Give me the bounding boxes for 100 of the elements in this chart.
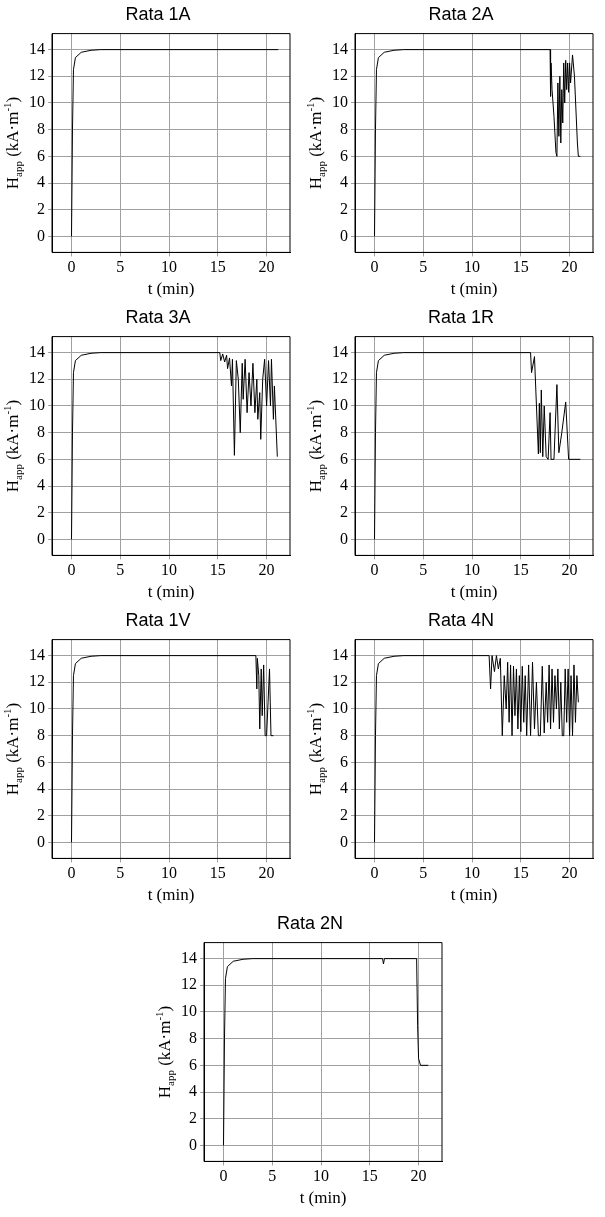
x-tick-label: 10 [464, 864, 481, 882]
y-tick-label: 4 [37, 476, 45, 494]
y-tick-label: 14 [332, 342, 348, 360]
y-axis-title: Happ (kA·m-1) [1, 399, 24, 493]
x-tick-label: 20 [561, 258, 578, 276]
y-tick-label: 6 [189, 1055, 197, 1073]
x-tick-label: 0 [370, 258, 379, 276]
y-tick-label: 0 [340, 529, 348, 547]
x-tick-label: 5 [116, 258, 125, 276]
y-tick-label: 2 [37, 502, 45, 520]
x-tick-label: 0 [370, 864, 379, 882]
y-tick-label: 0 [37, 226, 45, 244]
y-tick-label: 6 [340, 146, 348, 164]
y-axis-title: Happ (kA·m-1) [304, 96, 327, 190]
y-axis-title: Happ (kA·m-1) [1, 702, 24, 796]
y-tick-label: 14 [332, 645, 348, 663]
y-tick-label: 4 [340, 476, 348, 494]
chart-title: Rata 4N [427, 609, 495, 630]
chart-title: Rata 1V [125, 609, 191, 630]
x-tick-label: 15 [209, 258, 226, 276]
y-tick-label: 6 [340, 449, 348, 467]
y-axis-title: Happ (kA·m-1) [153, 1005, 176, 1099]
y-tick-label: 2 [189, 1108, 197, 1126]
x-tick-label: 5 [268, 1167, 277, 1185]
y-tick-label: 6 [37, 449, 45, 467]
y-tick-label: 10 [29, 699, 45, 717]
x-tick-label: 20 [258, 258, 275, 276]
y-axis-title: Happ (kA·m-1) [1, 96, 24, 190]
x-tick-label: 15 [512, 258, 529, 276]
x-tick-label: 15 [512, 864, 529, 882]
x-tick-label: 10 [161, 864, 178, 882]
y-axis-title: Happ (kA·m-1) [304, 702, 327, 796]
y-tick-label: 4 [37, 779, 45, 797]
y-tick-label: 10 [29, 396, 45, 414]
x-tick-label: 20 [258, 864, 275, 882]
x-axis-title: t (min) [450, 582, 498, 602]
y-tick-label: 0 [37, 832, 45, 850]
x-tick-label: 0 [67, 258, 76, 276]
y-tick-label: 8 [37, 119, 45, 137]
y-axis-title: Happ (kA·m-1) [304, 399, 327, 493]
x-tick-label: 15 [209, 561, 226, 579]
y-tick-label: 0 [37, 529, 45, 547]
y-tick-label: 8 [37, 725, 45, 743]
y-tick-label: 4 [340, 173, 348, 191]
chart-title: Rata 1A [125, 3, 191, 24]
x-tick-label: 5 [419, 864, 428, 882]
x-tick-label: 10 [313, 1167, 330, 1185]
x-tick-label: 10 [161, 258, 178, 276]
y-tick-label: 6 [37, 752, 45, 770]
x-tick-label: 15 [209, 864, 226, 882]
y-tick-label: 4 [37, 173, 45, 191]
y-tick-label: 12 [29, 66, 45, 84]
x-tick-label: 5 [116, 561, 125, 579]
x-tick-label: 20 [561, 561, 578, 579]
y-tick-label: 12 [29, 369, 45, 387]
y-tick-label: 4 [340, 779, 348, 797]
x-tick-label: 20 [258, 561, 275, 579]
y-tick-label: 14 [29, 39, 45, 57]
x-tick-label: 0 [67, 561, 76, 579]
y-tick-label: 10 [332, 699, 348, 717]
x-tick-label: 5 [116, 864, 125, 882]
y-tick-label: 6 [340, 752, 348, 770]
x-axis-title: t (min) [147, 279, 195, 299]
x-tick-label: 15 [361, 1167, 378, 1185]
chart-title: Rata 3A [125, 306, 191, 327]
chart-title: Rata 2N [276, 912, 344, 933]
y-tick-label: 8 [37, 422, 45, 440]
x-tick-label: 5 [419, 258, 428, 276]
y-tick-label: 12 [332, 66, 348, 84]
x-tick-label: 5 [419, 561, 428, 579]
y-tick-label: 8 [189, 1028, 197, 1046]
y-tick-label: 0 [340, 832, 348, 850]
y-tick-label: 0 [340, 226, 348, 244]
y-tick-label: 10 [29, 93, 45, 111]
y-tick-label: 12 [332, 369, 348, 387]
x-tick-label: 10 [161, 561, 178, 579]
x-axis-title: t (min) [147, 885, 195, 905]
x-tick-label: 0 [370, 561, 379, 579]
y-tick-label: 12 [29, 672, 45, 690]
y-tick-label: 8 [340, 422, 348, 440]
y-tick-label: 4 [189, 1082, 197, 1100]
y-tick-label: 2 [340, 199, 348, 217]
x-axis-title: t (min) [450, 279, 498, 299]
x-tick-label: 20 [410, 1167, 427, 1185]
y-tick-label: 12 [181, 975, 197, 993]
x-tick-label: 20 [561, 864, 578, 882]
y-tick-label: 8 [340, 119, 348, 137]
chart-title: Rata 1R [427, 306, 495, 327]
y-tick-label: 2 [340, 805, 348, 823]
x-axis-title: t (min) [299, 1188, 347, 1208]
y-tick-label: 14 [332, 39, 348, 57]
y-tick-label: 2 [37, 805, 45, 823]
x-tick-label: 0 [67, 864, 76, 882]
y-tick-label: 10 [332, 396, 348, 414]
x-tick-label: 15 [512, 561, 529, 579]
x-tick-label: 10 [464, 258, 481, 276]
y-tick-label: 10 [181, 1002, 197, 1020]
y-tick-label: 2 [340, 502, 348, 520]
x-axis-title: t (min) [450, 885, 498, 905]
y-tick-label: 2 [37, 199, 45, 217]
